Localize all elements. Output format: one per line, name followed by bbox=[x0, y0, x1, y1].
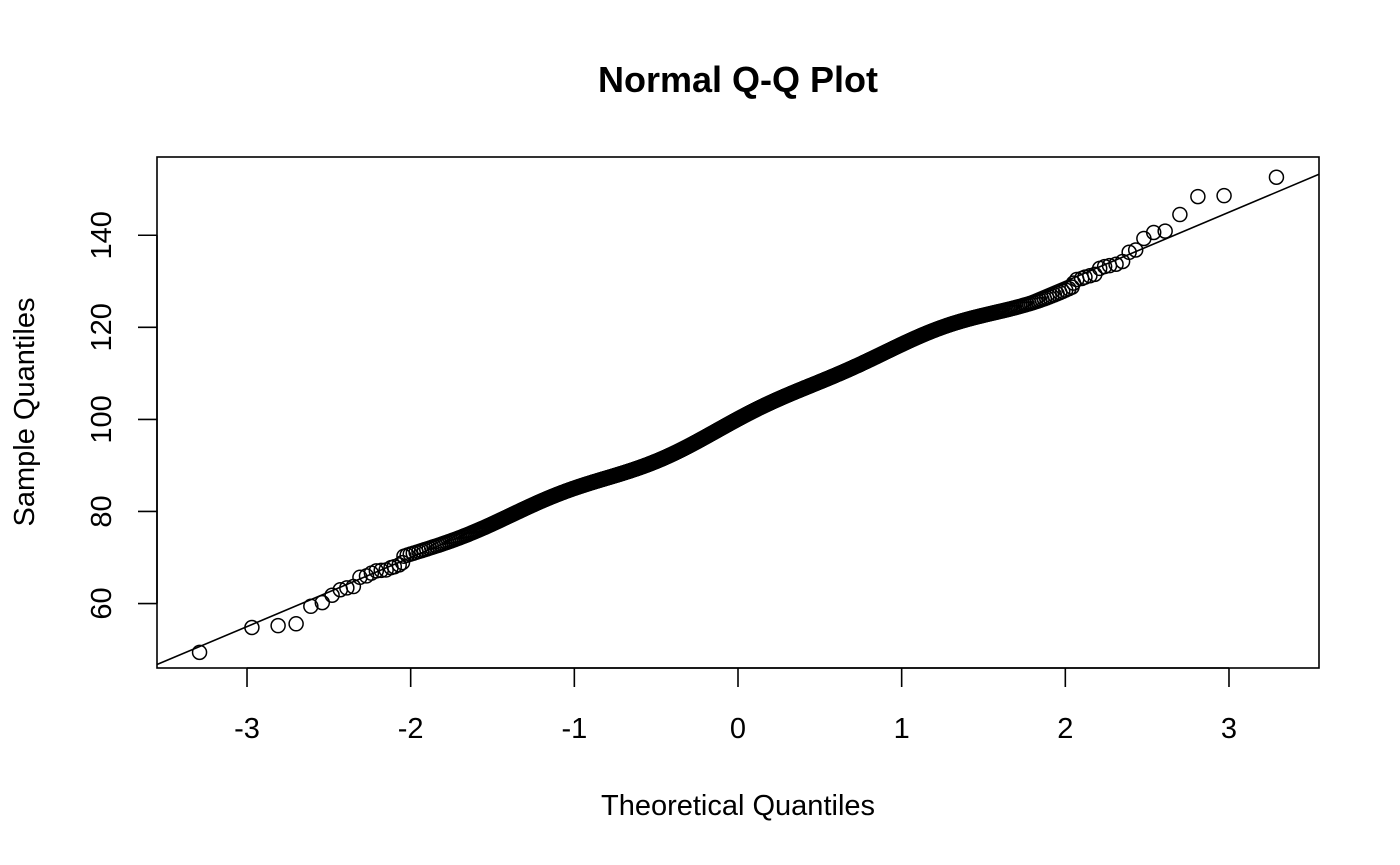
data-point bbox=[314, 594, 331, 611]
data-point bbox=[1121, 244, 1137, 261]
x-tick-label: -1 bbox=[561, 713, 587, 745]
data-point bbox=[1157, 223, 1173, 239]
chart-title: Normal Q-Q Plot bbox=[598, 59, 878, 100]
y-axis-label: Sample Quantiles bbox=[9, 298, 41, 527]
data-point bbox=[352, 569, 368, 586]
data-point bbox=[1127, 242, 1144, 258]
data-point bbox=[1268, 169, 1285, 186]
x-axis: -3 -2 -1 0 1 2 3 bbox=[234, 667, 1237, 745]
data-point bbox=[1108, 256, 1124, 273]
x-tick-label: -2 bbox=[398, 713, 424, 745]
y-tick-label: 120 bbox=[86, 303, 118, 351]
x-tick-label: 0 bbox=[730, 713, 746, 745]
data-point bbox=[339, 580, 355, 596]
y-axis: 60 80 100 120 140 bbox=[86, 211, 158, 620]
data-point bbox=[391, 557, 407, 573]
data-point bbox=[270, 617, 286, 634]
data-point bbox=[288, 616, 304, 632]
x-tick-label: -3 bbox=[234, 713, 260, 745]
data-point bbox=[1096, 258, 1113, 275]
x-tick-label: 2 bbox=[1057, 713, 1073, 745]
data-point bbox=[1172, 206, 1188, 223]
data-point bbox=[1145, 224, 1162, 241]
y-tick-label: 80 bbox=[86, 495, 118, 527]
data-point bbox=[1216, 187, 1232, 204]
data-point bbox=[303, 598, 319, 615]
reference-line bbox=[157, 173, 1319, 666]
data-point bbox=[394, 554, 411, 571]
data-point bbox=[191, 644, 208, 661]
data-point bbox=[244, 619, 260, 636]
data-point bbox=[1190, 188, 1206, 205]
y-tick-label: 60 bbox=[86, 587, 118, 619]
data-point bbox=[324, 587, 340, 604]
x-axis-label: Theoretical Quantiles bbox=[601, 790, 875, 822]
y-tick-label: 100 bbox=[86, 395, 118, 443]
data-points bbox=[191, 169, 1285, 661]
x-tick-label: 3 bbox=[1221, 713, 1237, 745]
y-tick-label: 140 bbox=[86, 211, 118, 259]
x-tick-label: 1 bbox=[894, 713, 910, 745]
data-point bbox=[368, 563, 385, 579]
